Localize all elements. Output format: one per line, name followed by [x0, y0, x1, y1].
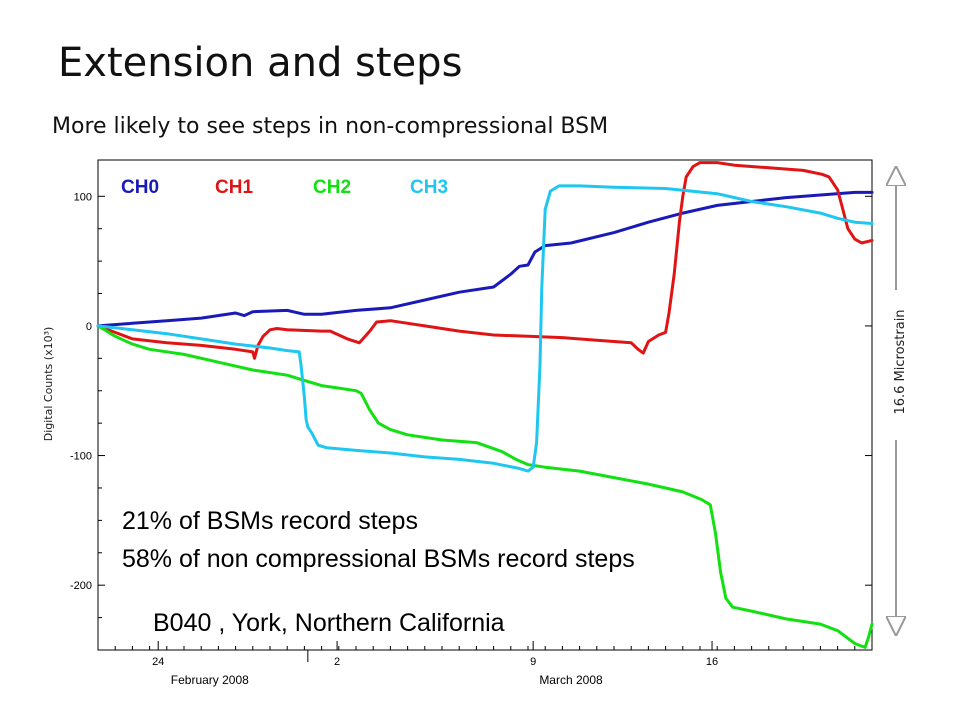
- slide-subtitle: More likely to see steps in non-compress…: [52, 114, 609, 139]
- month-label: February 2008: [171, 673, 249, 687]
- chart-legend: CH0 CH1 CH2 CH3: [121, 177, 448, 198]
- legend-ch2: CH2: [313, 177, 351, 198]
- series-layer: [96, 161, 874, 649]
- station-label: B040 , York, Northern California: [153, 609, 505, 637]
- plot-frame: [97, 159, 873, 651]
- legend-ch0: CH0: [121, 177, 159, 198]
- series-line-ch1: [96, 161, 874, 360]
- month-label: March 2008: [539, 673, 603, 687]
- y-tick-label: 0: [86, 321, 92, 333]
- microstrain-scale-bar: 16.6 Microstrain: [893, 176, 908, 626]
- scale-label: 16.6 Microstrain: [893, 309, 908, 414]
- x-tick-label: 9: [530, 656, 536, 668]
- x-tick-label: 2: [334, 656, 340, 668]
- y-tick-label: -100: [70, 451, 92, 463]
- x-tick-label: 16: [706, 656, 718, 668]
- y-tick-label: -200: [70, 580, 92, 592]
- series-line-ch0: [96, 190, 874, 328]
- steps-note-all: 21% of BSMs record steps: [122, 507, 418, 535]
- y-tick-label: 100: [74, 191, 92, 203]
- legend-ch1: CH1: [215, 177, 253, 198]
- series-line-ch3: [96, 184, 874, 473]
- x-tick-label: 24: [152, 656, 164, 668]
- series-line-ch2: [96, 324, 874, 649]
- slide-title: Extension and steps: [58, 40, 463, 86]
- legend-ch3: CH3: [410, 177, 448, 198]
- axes-layer: 100 0 -100 -200 24 2 9 16 February 2008 March 200…: [70, 191, 873, 687]
- steps-note-noncompressional: 58% of non compressional BSMs record ste…: [122, 545, 635, 573]
- y-axis-label: Digital Counts (x10³): [42, 327, 55, 442]
